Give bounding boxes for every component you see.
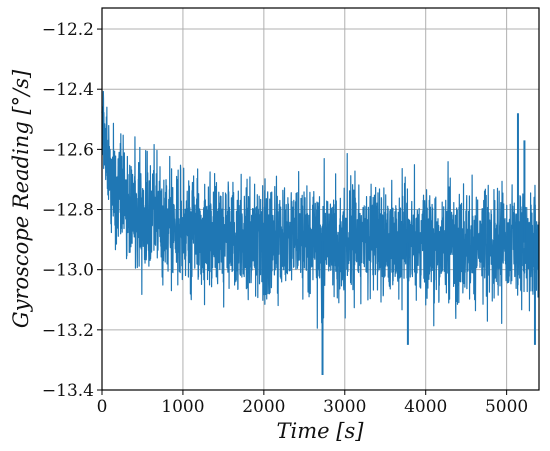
y-axis-label: Gyroscope Reading [°/s] <box>9 69 33 328</box>
signal-line <box>101 90 540 329</box>
x-tick-label: 5000 <box>485 397 528 417</box>
x-axis: 0 1000 2000 3000 4000 5000 <box>97 390 528 417</box>
y-tick-label: −13.4 <box>42 381 94 401</box>
data-series <box>101 90 540 375</box>
grid <box>101 8 539 391</box>
y-tick-label: −13.2 <box>42 321 94 341</box>
x-tick-label: 0 <box>97 397 108 417</box>
y-tick-label: −12.2 <box>42 20 94 40</box>
y-tick-label: −12.8 <box>42 201 94 221</box>
y-axis: −12.2 −12.4 −12.6 −12.8 −13.0 −13.2 −13.4 <box>42 20 102 401</box>
x-tick-label: 2000 <box>242 397 285 417</box>
y-tick-label: −12.4 <box>42 80 94 100</box>
x-tick-label: 4000 <box>404 397 447 417</box>
y-tick-label: −12.6 <box>42 140 94 160</box>
x-tick-label: 3000 <box>323 397 366 417</box>
plot-frame <box>101 7 540 391</box>
y-tick-label: −13.0 <box>42 261 94 281</box>
x-tick-label: 1000 <box>161 397 204 417</box>
x-axis-label: Time [s] <box>277 419 365 443</box>
